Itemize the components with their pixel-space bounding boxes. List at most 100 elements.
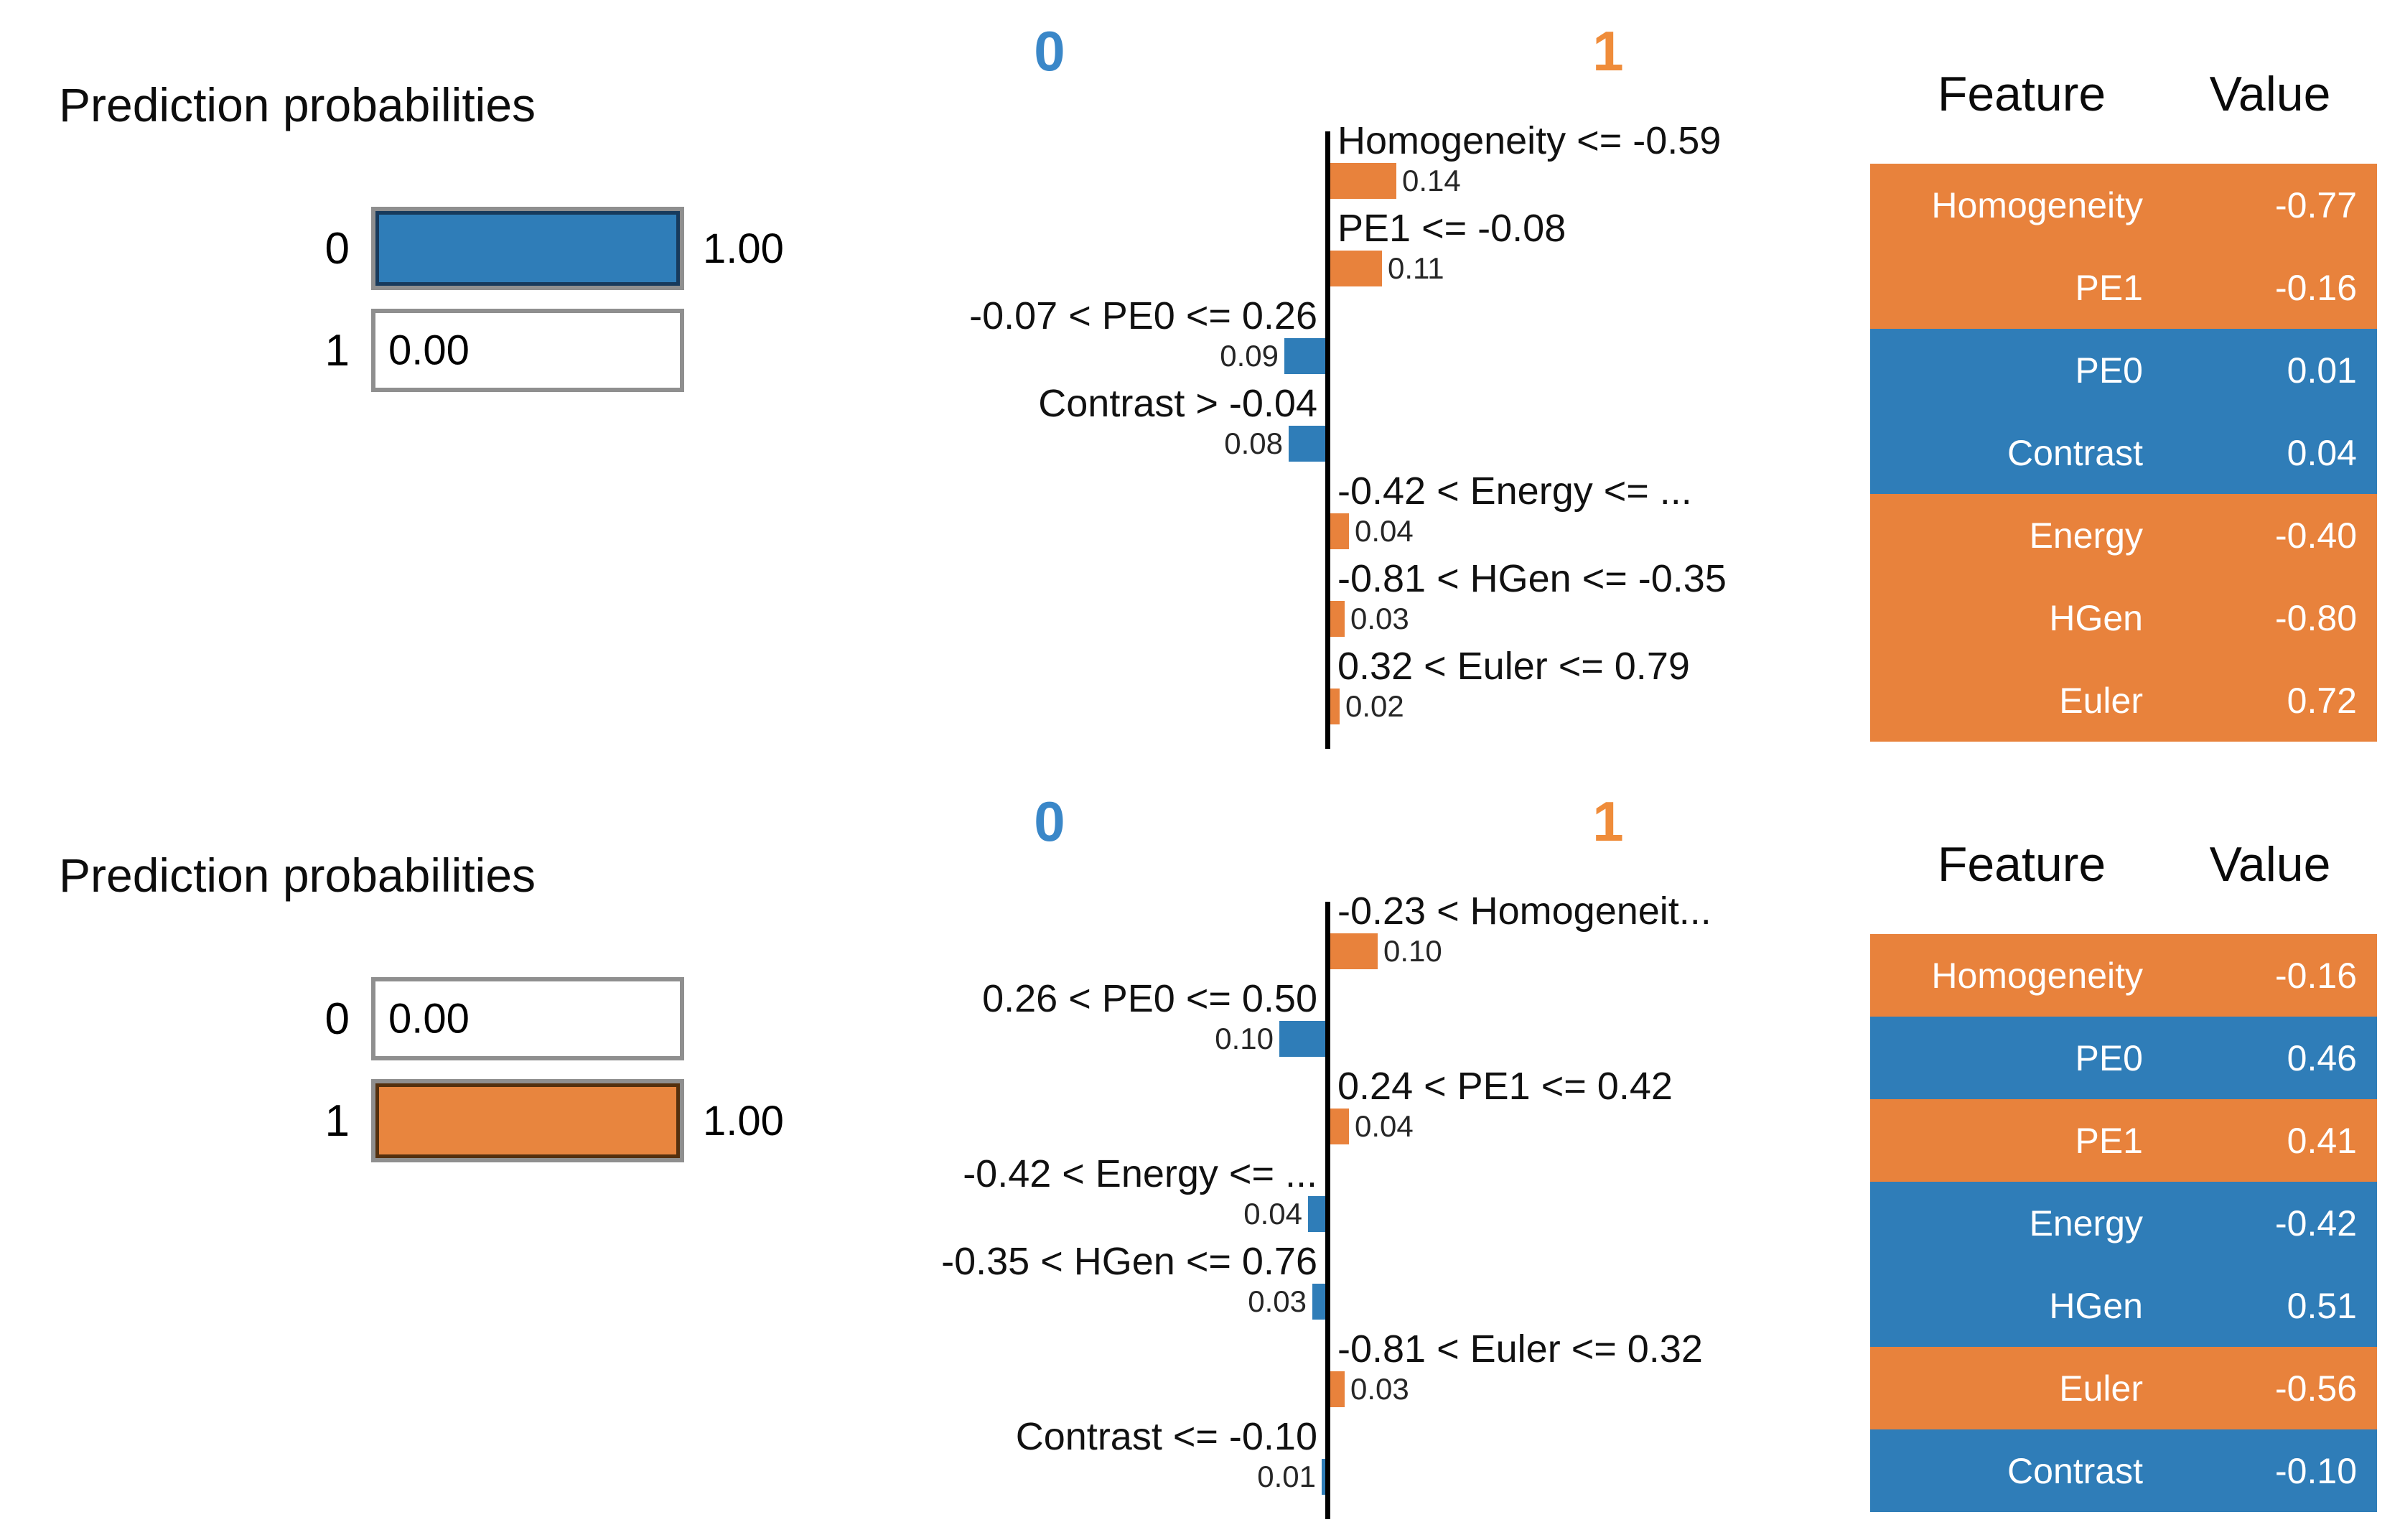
- feature-bar-group: 0.04: [1243, 1196, 1327, 1232]
- feature-condition-label: -0.23 < Homogeneit...: [1337, 890, 1711, 933]
- class-label: 0: [324, 223, 350, 274]
- feature-bar-group: 0.03: [1330, 601, 1409, 637]
- probability-value: 1.00: [703, 1097, 784, 1144]
- contribution-bar: [1330, 163, 1396, 199]
- contribution-bar: [1322, 1459, 1327, 1495]
- table-feature-value: 0.41: [2287, 1120, 2357, 1161]
- table-feature-value: -0.77: [2275, 185, 2357, 225]
- prediction-probabilities-bars: 0 0.00 1 1.00: [0, 977, 784, 1181]
- contribution-bar: [1330, 513, 1349, 549]
- table-row: PE1 0.41: [1870, 1099, 2377, 1182]
- feature-bar-group: 0.01: [1257, 1459, 1327, 1495]
- table-row: Energy -0.42: [1870, 1182, 2377, 1264]
- contribution-bar: [1330, 1109, 1349, 1144]
- table-feature-value: 0.51: [2287, 1285, 2357, 1326]
- prediction-probabilities-title: Prediction probabilities: [59, 849, 536, 902]
- table-feature-name: Contrast: [2007, 1450, 2143, 1491]
- probability-row-class1: 1 1.00: [0, 1079, 784, 1162]
- feature-condition-label: PE1 <= -0.08: [1337, 207, 1566, 250]
- feature-bar-group: 0.14: [1330, 163, 1461, 199]
- table-feature-name: HGen: [2049, 597, 2143, 638]
- feature-condition-label: -0.42 < Energy <= ...: [1337, 470, 1692, 513]
- table-feature-name: Homogeneity: [1931, 185, 2143, 225]
- feature-condition-label: -0.42 < Energy <= ...: [963, 1152, 1317, 1195]
- table-feature-header: Feature: [1937, 67, 2106, 121]
- feature-bar-group: 0.03: [1330, 1371, 1409, 1407]
- explanation-panel-1: Prediction probabilities 0 1.00 1 0.00 0…: [0, 19, 2377, 749]
- table-value-header: Value: [2209, 837, 2331, 892]
- table-feature-name: PE0: [2075, 350, 2143, 391]
- probability-bar-fill: [375, 1083, 680, 1158]
- table-feature-value: 0.72: [2287, 680, 2357, 721]
- contribution-bar: [1330, 933, 1378, 969]
- class1-header: 1: [1592, 790, 1624, 853]
- table-feature-value: -0.16: [2275, 267, 2357, 308]
- table-feature-name: PE0: [2075, 1037, 2143, 1078]
- table-feature-value: 0.01: [2287, 350, 2357, 391]
- table-row: Euler 0.72: [1870, 659, 2377, 742]
- contribution-value: 0.09: [1220, 339, 1279, 373]
- table-row: PE0 0.46: [1870, 1017, 2377, 1099]
- table-feature-value: -0.56: [2275, 1368, 2357, 1409]
- contribution-value: 0.11: [1388, 251, 1444, 285]
- feature-bar-group: 0.09: [1220, 338, 1327, 374]
- table-row: PE1 -0.16: [1870, 246, 2377, 329]
- explanation-panel-2: Prediction probabilities 0 0.00 1 1.00 0…: [0, 770, 2405, 1540]
- class-label: 0: [324, 994, 350, 1044]
- contribution-value: 0.14: [1402, 164, 1461, 197]
- class0-header: 0: [1034, 19, 1065, 83]
- table-feature-name: HGen: [2049, 1285, 2143, 1326]
- table-feature-value: -0.42: [2275, 1203, 2357, 1243]
- probability-value: 0.00: [388, 327, 470, 374]
- probability-row-class0: 0 1.00: [0, 207, 784, 290]
- table-feature-value: -0.80: [2275, 597, 2357, 638]
- contribution-bar: [1330, 689, 1340, 724]
- feature-condition-label: Contrast <= -0.10: [1015, 1415, 1317, 1458]
- contribution-value: 0.04: [1355, 514, 1414, 548]
- table-feature-value: 0.04: [2287, 432, 2357, 473]
- table-row: HGen 0.51: [1870, 1264, 2377, 1347]
- table-row: HGen -0.80: [1870, 577, 2377, 659]
- feature-condition-label: -0.81 < Euler <= 0.32: [1337, 1327, 1703, 1371]
- feature-bar-group: 0.03: [1248, 1284, 1327, 1320]
- probability-value: 1.00: [703, 225, 784, 272]
- class-label: 1: [324, 325, 350, 375]
- table-row: Homogeneity -0.77: [1870, 164, 2377, 246]
- probability-row-class1: 1 0.00: [0, 309, 784, 392]
- feature-bar-group: 0.04: [1330, 1109, 1414, 1144]
- contribution-bar: [1312, 1284, 1327, 1320]
- table-row: Contrast 0.04: [1870, 411, 2377, 494]
- table-feature-name: Homogeneity: [1931, 955, 2143, 996]
- feature-condition-label: Homogeneity <= -0.59: [1337, 119, 1722, 162]
- contribution-value: 0.04: [1243, 1197, 1302, 1231]
- contribution-bar: [1330, 251, 1382, 286]
- feature-condition-label: 0.26 < PE0 <= 0.50: [982, 977, 1317, 1020]
- table-feature-name: Contrast: [2007, 432, 2143, 473]
- probability-bar-track: 0.00: [371, 309, 684, 392]
- prediction-probabilities-title: Prediction probabilities: [59, 78, 536, 131]
- table-feature-value: -0.10: [2275, 1450, 2357, 1491]
- table-feature-value: 0.46: [2287, 1037, 2357, 1078]
- contribution-value: 0.03: [1350, 602, 1409, 635]
- table-feature-name: PE1: [2075, 267, 2143, 308]
- table-value-header: Value: [2209, 67, 2331, 121]
- probability-bar-fill: [375, 211, 680, 286]
- prediction-probabilities-bars: 0 1.00 1 0.00: [0, 207, 784, 411]
- class0-header: 0: [1034, 790, 1065, 853]
- table-row: Contrast -0.10: [1870, 1429, 2377, 1512]
- feature-bar-group: 0.10: [1330, 933, 1442, 969]
- table-feature-name: PE1: [2075, 1120, 2143, 1161]
- contribution-value: 0.08: [1224, 426, 1283, 460]
- contribution-value: 0.10: [1215, 1022, 1274, 1055]
- probability-bar-track: 0.00: [371, 977, 684, 1060]
- feature-condition-label: -0.07 < PE0 <= 0.26: [969, 294, 1317, 337]
- contribution-value: 0.03: [1248, 1284, 1307, 1318]
- contribution-bar: [1330, 1371, 1345, 1407]
- contribution-value: 0.10: [1383, 934, 1442, 968]
- feature-value-table: Homogeneity -0.16 PE0 0.46 PE1 0.41 Ener…: [1870, 934, 2377, 1512]
- table-row: Homogeneity -0.16: [1870, 934, 2377, 1017]
- table-feature-name: Euler: [2059, 1368, 2143, 1409]
- feature-bar-group: 0.02: [1330, 689, 1404, 724]
- table-feature-value: -0.40: [2275, 515, 2357, 556]
- table-feature-name: Energy: [2029, 515, 2143, 556]
